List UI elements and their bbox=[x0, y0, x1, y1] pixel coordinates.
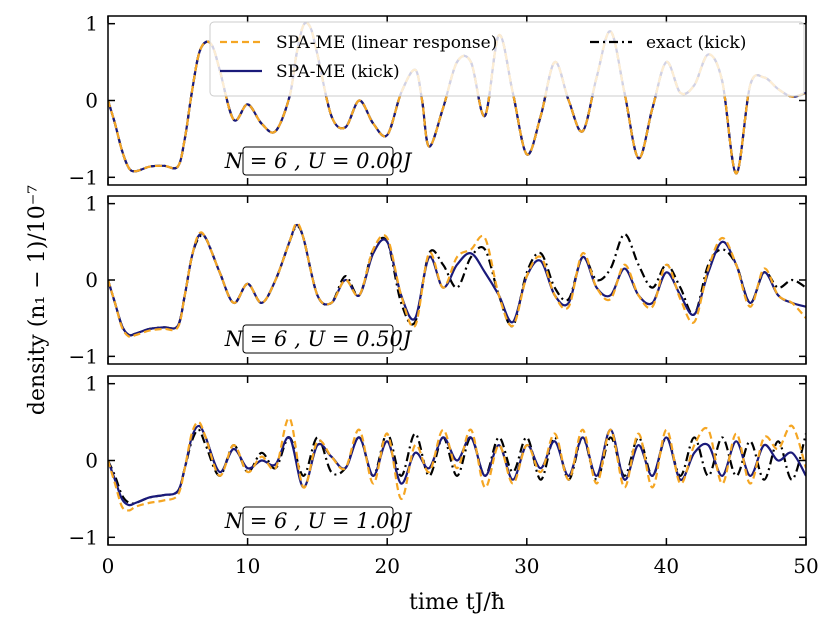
panel-annotation-box bbox=[242, 324, 394, 354]
series-line-spa-me-kick bbox=[108, 223, 806, 337]
y-tick-label: −1 bbox=[69, 525, 98, 549]
axes-frame bbox=[107, 195, 807, 365]
y-tick-label: 0 bbox=[85, 449, 98, 473]
panel-2: −1 0 1 N = 6 , U = 0.50J bbox=[69, 192, 807, 368]
y-tick-label: −1 bbox=[69, 344, 98, 368]
x-tick-label: 40 bbox=[654, 554, 679, 578]
legend: SPA-ME (linear response) SPA-ME (kick) exa… bbox=[209, 21, 805, 97]
y-tick-label: 1 bbox=[85, 12, 98, 36]
y-tick-label: 0 bbox=[85, 268, 98, 292]
series-line-spa-me-linear-response bbox=[108, 417, 806, 512]
y-axis-title: density (n₁ − 1)/10⁻⁷ bbox=[25, 185, 50, 415]
series-line-exact-kick bbox=[108, 428, 806, 505]
panel-annotation-box bbox=[242, 506, 394, 536]
series-group bbox=[108, 417, 806, 512]
x-tick-label: 0 bbox=[102, 554, 115, 578]
legend-label: SPA-ME (linear response) bbox=[276, 33, 497, 53]
x-tick-label: 10 bbox=[235, 554, 260, 578]
panel-annotation: N = 6 , U = 0.00J bbox=[224, 149, 413, 173]
panel-annotation: N = 6 , U = 0.50J bbox=[224, 327, 413, 351]
y-tick-label: 1 bbox=[85, 372, 98, 396]
legend-frame bbox=[209, 21, 805, 97]
x-axis-title: time tJ/ħ bbox=[409, 590, 505, 615]
series-line-spa-me-linear-response bbox=[108, 222, 806, 339]
series-line-exact-kick bbox=[108, 225, 806, 337]
series-group bbox=[108, 222, 806, 339]
y-tick-label: 1 bbox=[85, 192, 98, 216]
legend-label: exact (kick) bbox=[646, 33, 746, 53]
panel-annotation: N = 6 , U = 1.00J bbox=[224, 509, 413, 533]
x-tick-label: 20 bbox=[374, 554, 399, 578]
y-tick-label: −1 bbox=[69, 165, 98, 189]
x-tick-label: 50 bbox=[793, 554, 818, 578]
panel-annotation-box bbox=[242, 146, 394, 176]
x-tick-label: 30 bbox=[514, 554, 539, 578]
panel-3: −1 0 1 N = 6 , U = 1.00J bbox=[69, 372, 807, 549]
y-tick-label: 0 bbox=[85, 89, 98, 113]
legend-label: SPA-ME (kick) bbox=[276, 62, 400, 82]
